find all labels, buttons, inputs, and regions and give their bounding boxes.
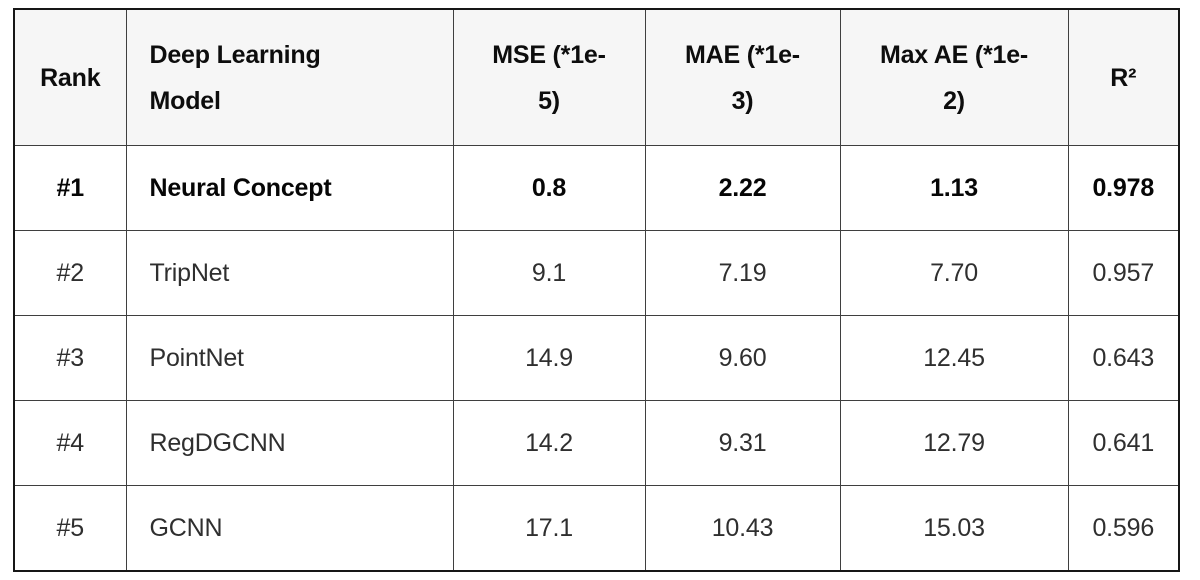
benchmark-table: Rank Deep Learning Model MSE (*1e- 5) MA…: [13, 8, 1180, 572]
cell-rank: #1: [13, 145, 127, 231]
header-label: R²: [1110, 63, 1137, 92]
cell-maxae: 12.79: [839, 400, 1069, 486]
column-header-mse: MSE (*1e- 5): [452, 8, 646, 146]
cell-rank: #4: [13, 400, 127, 486]
cell-model: TripNet: [125, 230, 454, 316]
header-row: Rank Deep Learning Model MSE (*1e- 5) MA…: [13, 8, 1180, 146]
header-label-line2: 3): [731, 86, 754, 115]
column-header-mae: MAE (*1e- 3): [644, 8, 841, 146]
cell-maxae: 15.03: [839, 485, 1069, 572]
cell-r2: 0.641: [1067, 400, 1180, 486]
cell-r2: 0.957: [1067, 230, 1180, 316]
cell-mse: 0.8: [452, 145, 646, 231]
header-label: MAE (*1e-: [685, 40, 800, 69]
cell-mse: 14.2: [452, 400, 646, 486]
cell-r2: 0.596: [1067, 485, 1180, 572]
cell-model: PointNet: [125, 315, 454, 401]
cell-mse: 14.9: [452, 315, 646, 401]
column-header-rank: Rank: [13, 8, 127, 146]
table-row-rank3: #3 PointNet 14.9 9.60 12.45 0.643: [13, 315, 1180, 401]
cell-r2: 0.643: [1067, 315, 1180, 401]
cell-mae: 7.19: [644, 230, 841, 316]
cell-maxae: 7.70: [839, 230, 1069, 316]
cell-model: Neural Concept: [125, 145, 454, 231]
table-row-rank5: #5 GCNN 17.1 10.43 15.03 0.596: [13, 485, 1180, 572]
header-label: MSE (*1e-: [492, 40, 606, 69]
cell-mse: 9.1: [452, 230, 646, 316]
cell-r2: 0.978: [1067, 145, 1180, 231]
column-header-maxae: Max AE (*1e- 2): [839, 8, 1069, 146]
cell-model: GCNN: [125, 485, 454, 572]
header-label-line2: 2): [943, 86, 965, 115]
cell-maxae: 1.13: [839, 145, 1069, 231]
header-label: Deep Learning: [149, 40, 321, 69]
cell-rank: #5: [13, 485, 127, 572]
table-row-rank4: #4 RegDGCNN 14.2 9.31 12.79 0.641: [13, 400, 1180, 486]
cell-rank: #2: [13, 230, 127, 316]
cell-maxae: 12.45: [839, 315, 1069, 401]
cell-mae: 2.22: [644, 145, 841, 231]
cell-mae: 10.43: [644, 485, 841, 572]
column-header-model: Deep Learning Model: [125, 8, 454, 146]
cell-model: RegDGCNN: [125, 400, 454, 486]
cell-mae: 9.60: [644, 315, 841, 401]
cell-rank: #3: [13, 315, 127, 401]
header-label-line2: 5): [538, 86, 560, 115]
table-row-rank1: #1 Neural Concept 0.8 2.22 1.13 0.978: [13, 145, 1180, 231]
header-label-line2: Model: [149, 86, 221, 115]
table-row-rank2: #2 TripNet 9.1 7.19 7.70 0.957: [13, 230, 1180, 316]
cell-mse: 17.1: [452, 485, 646, 572]
column-header-r2: R²: [1067, 8, 1180, 146]
header-label: Rank: [40, 63, 101, 92]
header-label: Max AE (*1e-: [879, 40, 1029, 69]
cell-mae: 9.31: [644, 400, 841, 486]
